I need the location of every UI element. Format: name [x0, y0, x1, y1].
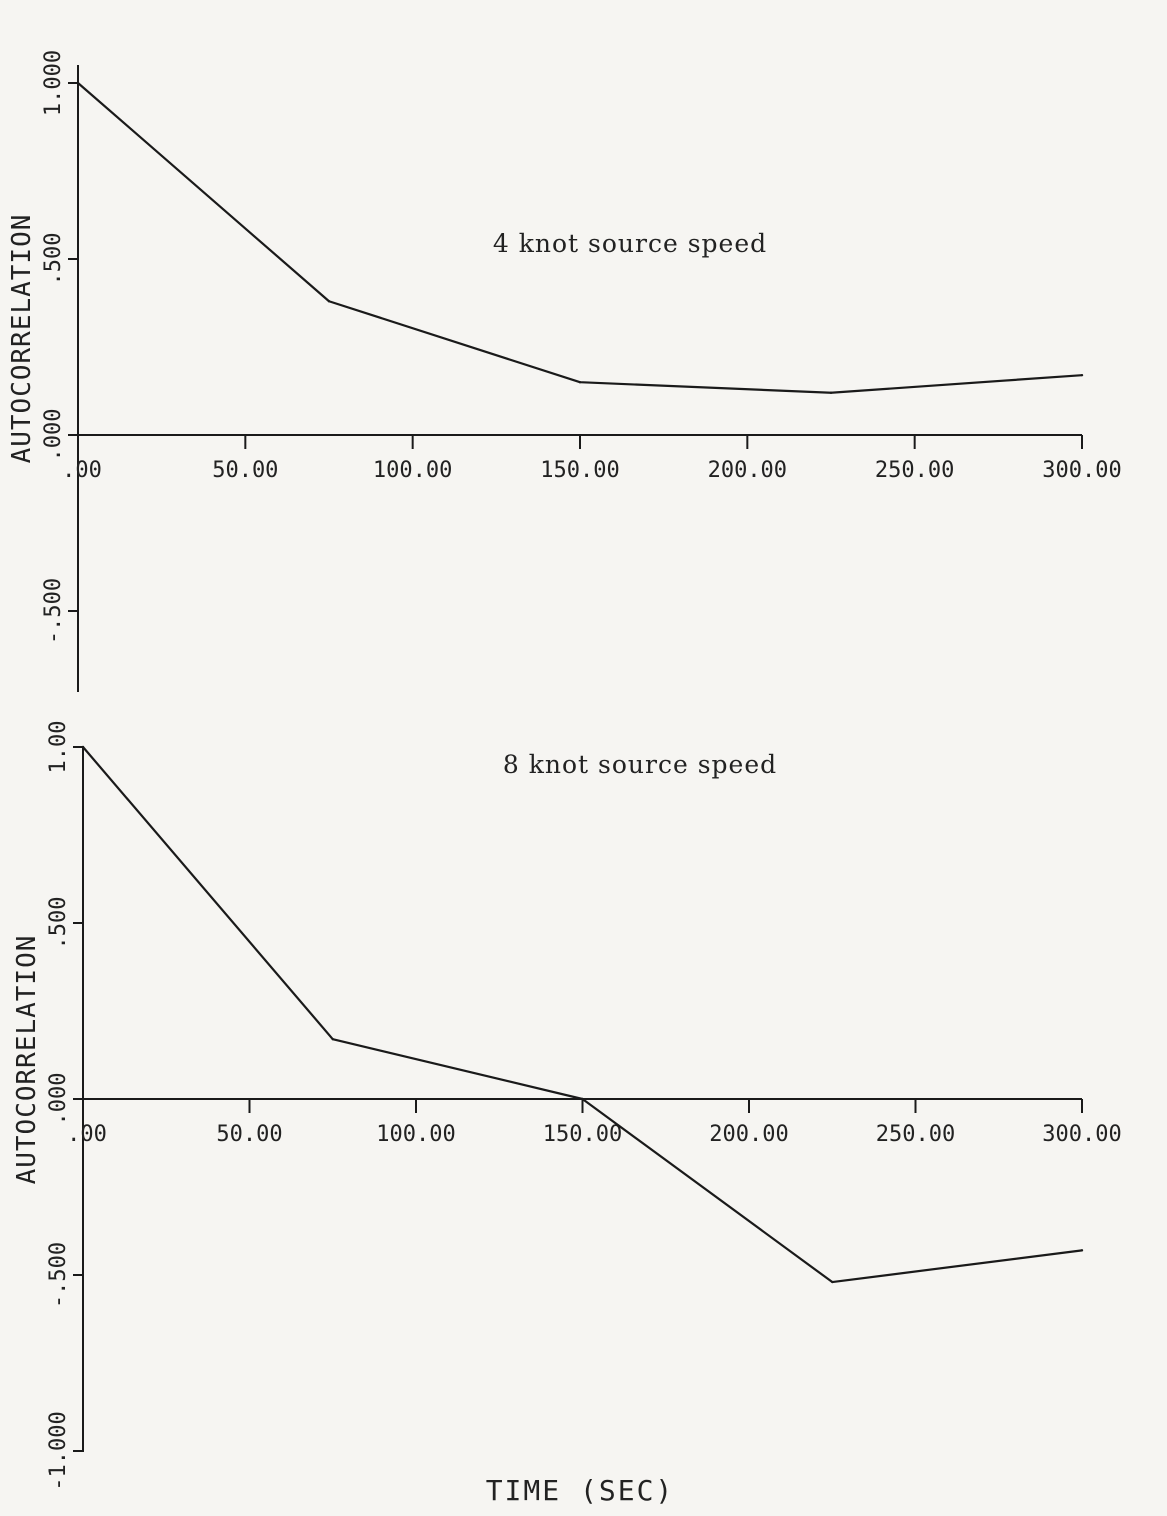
data-point	[81, 745, 85, 749]
top-panel-4-knot: 1.000 .500 .000 -.500 .00 50.00 100.00 150.00 20…	[7, 50, 1122, 692]
x-tick-label: .00	[62, 458, 102, 483]
bottom-panel-8-knot: 1.00 .500 .000 -.500 -1.000 .00 50.00 100.00 150…	[12, 721, 1122, 1491]
y-tick-label: .000	[46, 1073, 71, 1126]
x-tick-label: 100.00	[376, 1122, 455, 1147]
data-point	[829, 391, 833, 394]
y-tick-label: -1.000	[46, 1411, 71, 1490]
y-axis-title: AUTOCORRELATION	[7, 214, 37, 464]
data-point	[331, 1037, 334, 1041]
y-tick-label: .500	[46, 897, 71, 950]
x-tick-label: 200.00	[708, 458, 787, 483]
y-tick-label: .000	[41, 409, 66, 462]
y-tick-label: -.500	[46, 1242, 71, 1308]
y-tick-label: .500	[41, 233, 66, 286]
x-tick-label: .00	[67, 1122, 107, 1147]
x-tick-label: 50.00	[216, 1122, 282, 1147]
y-tick-label: 1.00	[46, 721, 71, 774]
y-tick-label: 1.000	[41, 50, 66, 116]
data-point	[1080, 373, 1084, 377]
data-point	[76, 81, 80, 85]
y-axis-title: AUTOCORRELATION	[12, 935, 42, 1185]
x-tick-label: 150.00	[540, 458, 619, 483]
data-point	[327, 300, 331, 303]
data-point	[1080, 1249, 1084, 1252]
x-tick-label: 150.00	[543, 1122, 622, 1147]
x-tick-label: 100.00	[373, 458, 452, 483]
x-axis-title: TIME (SEC)	[486, 1474, 675, 1507]
x-tick-label: 50.00	[212, 458, 278, 483]
series-annotation: 4 knot source speed	[493, 229, 767, 258]
series-line	[82, 746, 1083, 1284]
x-tick-label: 250.00	[876, 1122, 955, 1147]
y-tick-label: -.500	[41, 578, 66, 644]
data-point	[581, 1097, 584, 1101]
x-tick-label: 300.00	[1042, 458, 1121, 483]
x-tick-label: 250.00	[875, 458, 954, 483]
series-annotation: 8 knot source speed	[503, 750, 777, 779]
data-point	[578, 381, 582, 384]
data-point	[831, 1280, 834, 1284]
x-tick-label: 300.00	[1042, 1122, 1121, 1147]
x-tick-label: 200.00	[709, 1122, 788, 1147]
